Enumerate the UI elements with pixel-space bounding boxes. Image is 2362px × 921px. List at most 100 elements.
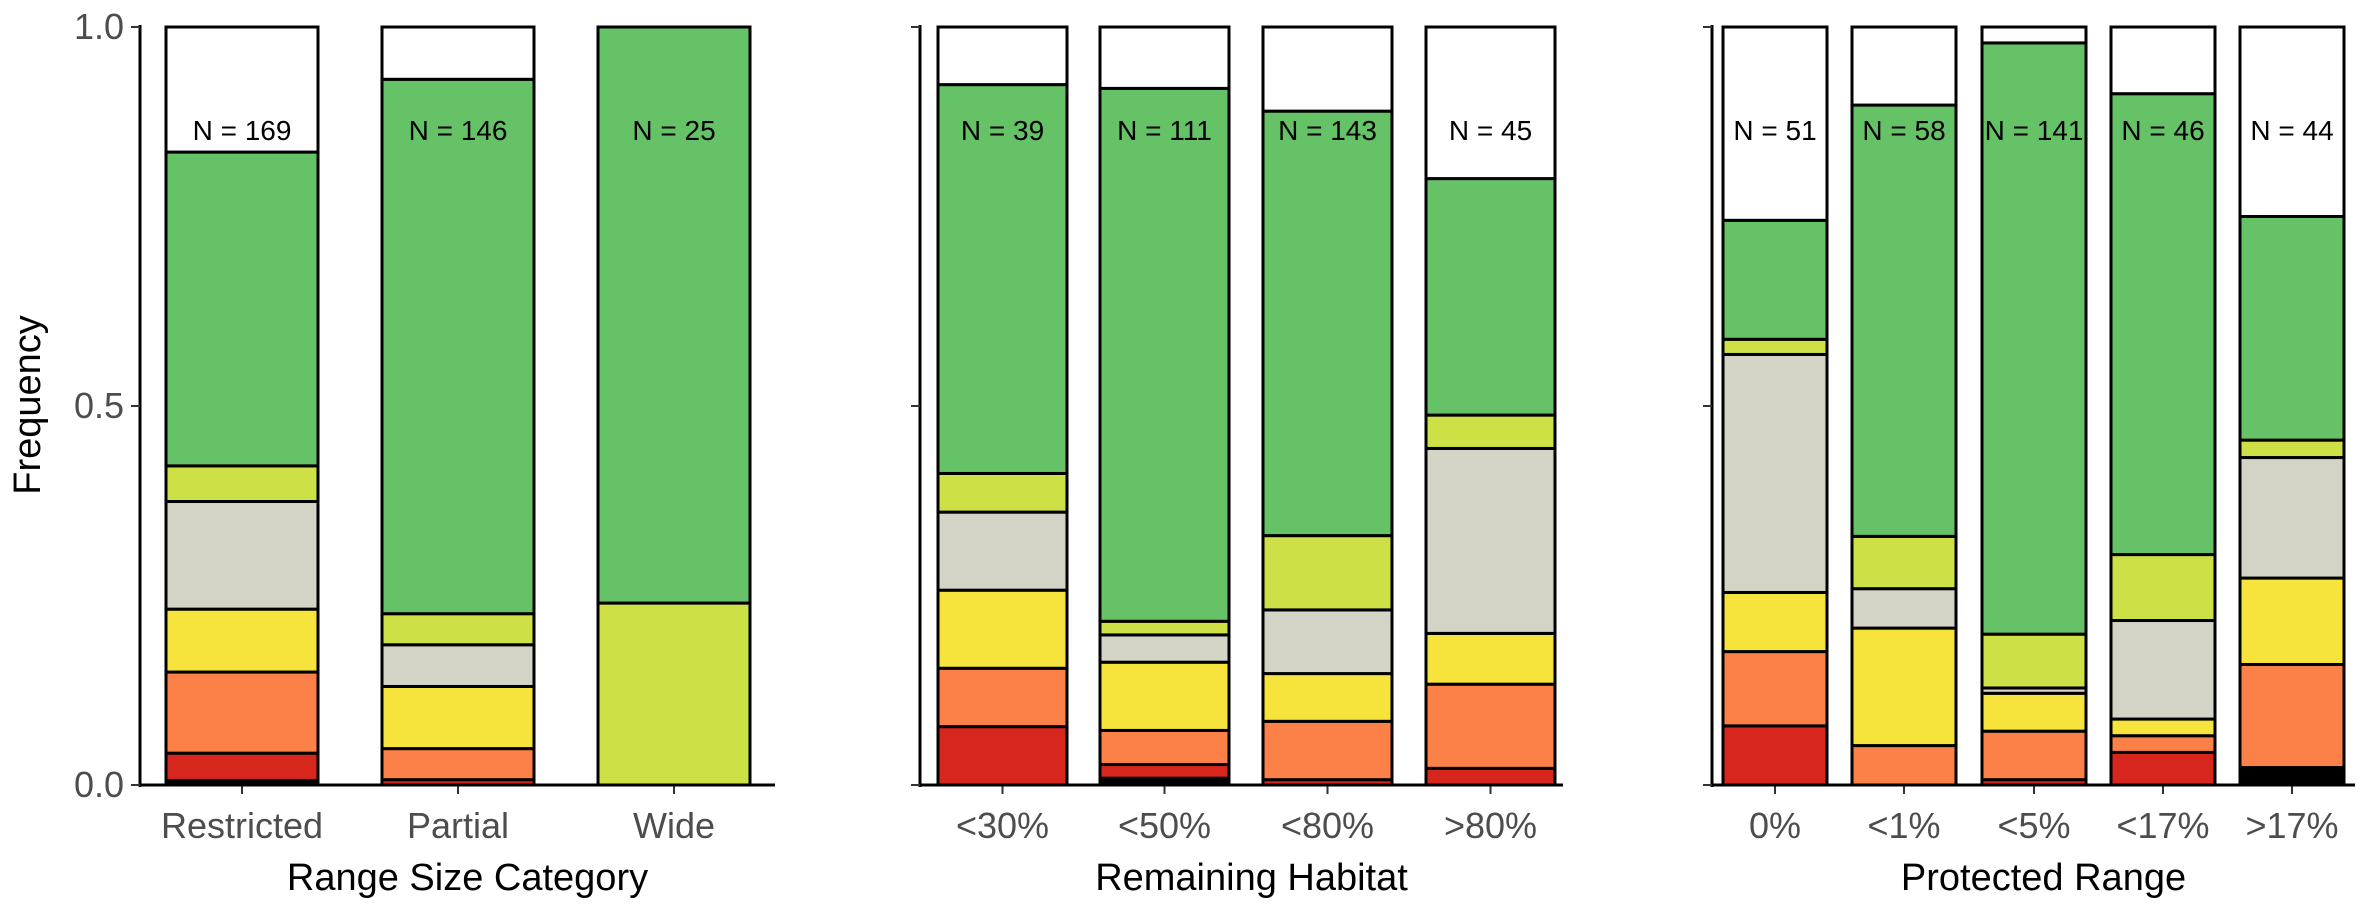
bar-segment: [1850, 626, 1958, 748]
bar-segment: [936, 471, 1069, 514]
bar-segment: [936, 25, 1069, 87]
bar-segment: [1850, 103, 1958, 538]
sample-size-label: N = 44: [2250, 115, 2333, 146]
bar-segment: [1721, 337, 1829, 356]
bar-segment: [164, 150, 320, 468]
bar-segment: [1980, 632, 2088, 690]
x-tick-label: >80%: [1444, 805, 1537, 846]
bar-stack: [1721, 25, 1829, 787]
bar-segment: [1098, 25, 1231, 90]
bar-segment: [1098, 86, 1231, 623]
bar-segment: [936, 588, 1069, 670]
sample-size-label: N = 169: [193, 115, 292, 146]
bar-segment: [1261, 719, 1394, 782]
bar-segment: [1261, 109, 1394, 538]
x-tick-label: Wide: [633, 805, 715, 846]
bar-stack: [380, 25, 536, 787]
bar-stack: [1980, 25, 2088, 787]
bar-segment: [1098, 660, 1231, 732]
bar-stack: [1098, 25, 1231, 787]
bar-segment: [380, 25, 536, 81]
bar-stack: [164, 25, 320, 787]
x-tick-label: Partial: [407, 805, 509, 846]
bar-segment: [2238, 438, 2346, 460]
sample-size-label: N = 45: [1449, 115, 1532, 146]
chart-panel-3: N = 51 0% N = 58 <1% N = 141 <5% N = 46 <17% N =…: [1703, 25, 2355, 899]
bar-segment: [164, 607, 320, 674]
bar-segment: [1424, 682, 1557, 770]
bar-stack: [1424, 25, 1557, 787]
x-tick-label: >17%: [2245, 805, 2338, 846]
x-axis-title: Remaining Habitat: [1095, 857, 1408, 899]
chart-panel-2: N = 39 <30% N = 111 <50% N = 143 <80% N = 45 >8…: [911, 25, 1563, 899]
sample-size-label: N = 25: [632, 115, 715, 146]
sample-size-label: N = 141: [1985, 115, 2084, 146]
bar-segment: [164, 464, 320, 504]
bar-segment: [936, 725, 1069, 787]
bar-segment: [1098, 728, 1231, 767]
bar-segment: [1850, 744, 1958, 787]
bar-segment: [1261, 672, 1394, 723]
bar-segment: [2109, 734, 2217, 754]
bar-segment: [380, 643, 536, 688]
x-tick-label: <80%: [1281, 805, 1374, 846]
bar-segment: [2238, 576, 2346, 666]
x-tick-label: 0%: [1749, 805, 1801, 846]
bar-segment: [1424, 446, 1557, 635]
bar-segment: [2109, 25, 2217, 96]
bar-segment: [380, 612, 536, 647]
bar-segment: [2109, 619, 2217, 721]
bar-segment: [1721, 25, 1829, 222]
bar-segment: [2109, 750, 2217, 787]
sample-size-label: N = 51: [1733, 115, 1816, 146]
y-tick-label: 1.0: [74, 6, 124, 47]
bar-segment: [2238, 766, 2346, 787]
bar-segment: [1098, 619, 1231, 637]
bar-segment: [2238, 456, 2346, 580]
bar-segment: [1098, 633, 1231, 664]
bar-segment: [936, 510, 1069, 592]
sample-size-label: N = 58: [1862, 115, 1945, 146]
bar-stack: [2109, 25, 2217, 787]
sample-size-label: N = 39: [961, 115, 1044, 146]
y-tick-label: 0.0: [74, 764, 124, 805]
x-tick-label: <5%: [1997, 805, 2070, 846]
bar-segment: [1850, 534, 1958, 591]
bar-segment: [1424, 631, 1557, 686]
bar-stack: [1261, 25, 1394, 787]
x-axis-title: Protected Range: [1901, 857, 2186, 899]
chart-panel-1: N = 169 Restricted N = 146 Partial N = 25 Wid…: [74, 6, 775, 899]
bar-segment: [936, 666, 1069, 729]
bar-segment: [1980, 41, 2088, 636]
sample-size-label: N = 111: [1117, 115, 1212, 146]
bar-segment: [1980, 729, 2088, 782]
bar-segment: [1424, 25, 1557, 181]
y-tick-label: 0.5: [74, 385, 124, 426]
x-tick-label: <50%: [1118, 805, 1211, 846]
bar-segment: [1721, 590, 1829, 654]
bar-segment: [936, 83, 1069, 475]
bar-segment: [2238, 662, 2346, 770]
bar-segment: [1721, 650, 1829, 728]
bar-segment: [164, 751, 320, 782]
bar-segment: [1424, 413, 1557, 450]
bar-segment: [2109, 553, 2217, 623]
bar-segment: [1980, 25, 2088, 45]
bar-segment: [1721, 724, 1829, 787]
bar-segment: [164, 670, 320, 755]
bar-segment: [1098, 763, 1231, 780]
bar-segment: [1980, 691, 2088, 733]
bar-segment: [596, 601, 752, 787]
x-tick-label: <17%: [2116, 805, 2209, 846]
x-tick-label: <1%: [1867, 805, 1940, 846]
bar-segment: [2238, 25, 2346, 218]
bar-segment: [596, 25, 752, 605]
bar-stack: [1850, 25, 1958, 787]
bar-segment: [2238, 215, 2346, 442]
sample-size-label: N = 143: [1278, 115, 1377, 146]
bar-segment: [1261, 608, 1394, 676]
bar-stack: [596, 25, 752, 787]
bar-stack: [2238, 25, 2346, 787]
bar-segment: [380, 747, 536, 782]
